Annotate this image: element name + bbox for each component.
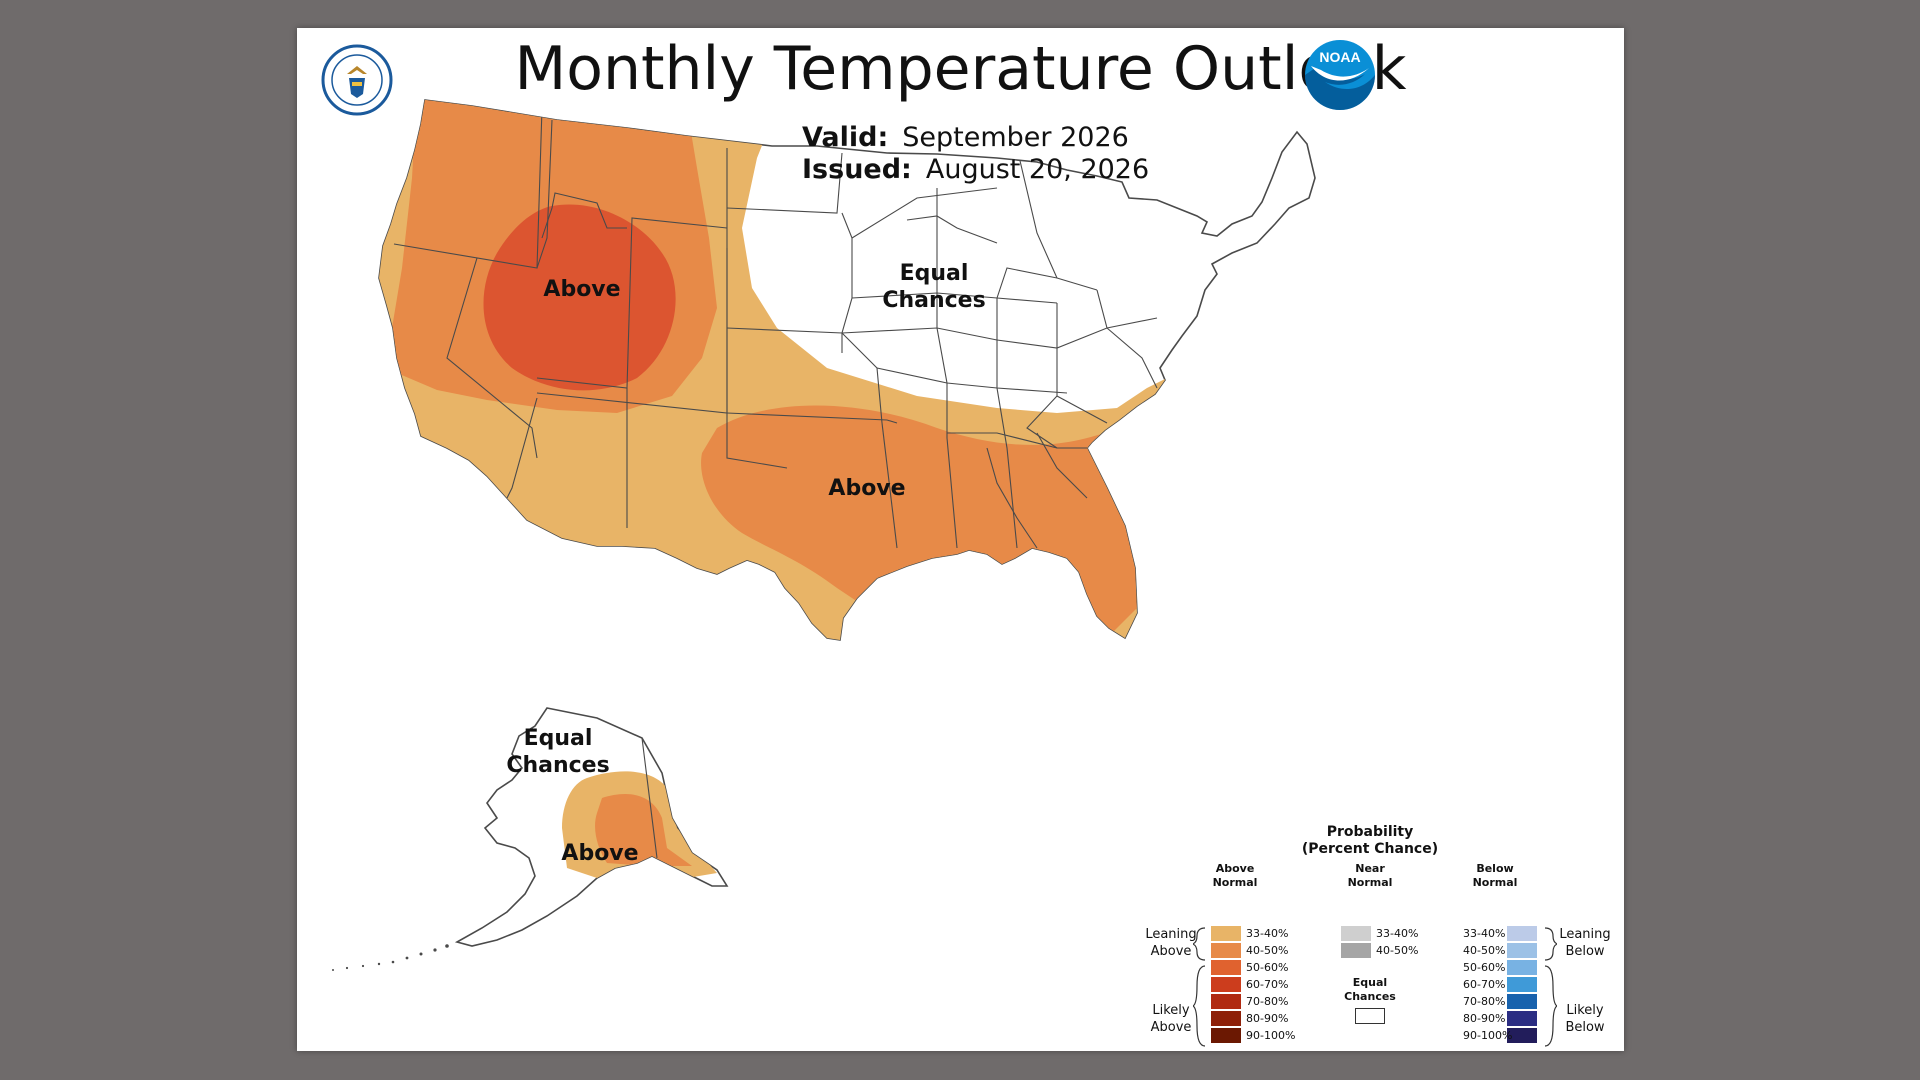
above-swatch: [1211, 943, 1241, 958]
below-swatch: [1507, 943, 1537, 958]
below-swatch: [1507, 994, 1537, 1009]
below-swatch: [1507, 1011, 1537, 1026]
equal-legend-line1: Equal: [1352, 976, 1388, 989]
alaska-above-label: Above: [561, 841, 639, 866]
above-swatch: [1211, 1028, 1241, 1043]
above-swatch: [1211, 926, 1241, 941]
near-header-line1: Near: [1355, 862, 1385, 875]
east-equal-line1: Equal: [899, 261, 969, 286]
likely-below-label: Likely Below: [1555, 1002, 1615, 1036]
equal-chances-legend-label: Equal Chances: [1335, 976, 1405, 1004]
alaska-equal-line1: Equal: [523, 726, 593, 751]
legend-right-brackets: [1544, 927, 1557, 1047]
above-swatch: [1211, 977, 1241, 992]
near-swatch: [1341, 943, 1371, 958]
legend-title-line1: Probability: [1326, 824, 1414, 840]
legend-title-line2: (Percent Chance): [1301, 841, 1439, 857]
below-swatch: [1507, 977, 1537, 992]
outlook-map: [332, 99, 1316, 971]
valid-label: Valid:: [802, 122, 889, 153]
probability-legend: Probability (Percent Chance) Above Norma…: [1145, 824, 1615, 1049]
leaning-above-line1: Leaning: [1145, 927, 1197, 942]
below-swatch: [1507, 960, 1537, 975]
legend-title: Probability (Percent Chance): [1255, 824, 1485, 858]
noaa-logo-icon: NOAA: [1305, 40, 1375, 110]
above-percent-label: 80-90%: [1246, 1012, 1289, 1025]
valid-line: Valid: September 2026: [802, 122, 1129, 153]
below-percent-label: 40-50%: [1463, 944, 1506, 957]
southeast-above-label: Above: [828, 476, 906, 501]
above-swatch: [1211, 994, 1241, 1009]
southeast-above-40-50-area: [701, 405, 1177, 640]
above-percent-label: 70-80%: [1246, 995, 1289, 1008]
likely-below-line2: Below: [1565, 1020, 1605, 1035]
leaning-below-line2: Below: [1565, 944, 1605, 959]
near-header-line2: Normal: [1347, 876, 1393, 889]
likely-above-line2: Above: [1150, 1020, 1192, 1035]
below-normal-header: Below Normal: [1465, 862, 1525, 890]
above-swatch: [1211, 1011, 1241, 1026]
alaska-equal-line2: Chances: [506, 753, 610, 778]
alaska-border: [641, 737, 658, 859]
near-percent-label: 33-40%: [1376, 927, 1419, 940]
above-percent-label: 33-40%: [1246, 927, 1289, 940]
leaning-above-line2: Above: [1150, 944, 1192, 959]
east-equal-chances-label: Equal Chances: [879, 260, 989, 314]
state-borders: [393, 107, 1158, 549]
below-percent-label: 70-80%: [1463, 995, 1506, 1008]
above-header-line2: Normal: [1212, 876, 1258, 889]
below-percent-label: 60-70%: [1463, 978, 1506, 991]
above-percent-label: 50-60%: [1246, 961, 1289, 974]
below-percent-label: 33-40%: [1463, 927, 1506, 940]
below-swatch: [1507, 926, 1537, 941]
leaning-above-label: Leaning Above: [1145, 926, 1197, 960]
equal-chances-swatch: [1355, 1008, 1385, 1024]
likely-below-line1: Likely: [1566, 1003, 1604, 1018]
alaska-equal-chances-label: Equal Chances: [503, 725, 613, 779]
issued-line: Issued: August 20, 2026: [802, 154, 1149, 185]
commerce-seal-icon: [321, 44, 393, 116]
above-swatch: [1211, 960, 1241, 975]
near-normal-header: Near Normal: [1340, 862, 1400, 890]
west-above-50-60-area: [483, 204, 676, 391]
aleutian-islands: [332, 944, 449, 971]
above-percent-label: 40-50%: [1246, 944, 1289, 957]
leaning-below-line1: Leaning: [1559, 927, 1611, 942]
noaa-logo-text: NOAA: [1319, 49, 1360, 65]
above-header-line1: Above: [1215, 862, 1255, 875]
likely-above-line1: Likely: [1152, 1003, 1190, 1018]
below-percent-label: 90-100%: [1463, 1029, 1513, 1042]
valid-value: September 2026: [902, 122, 1129, 153]
map-title: Monthly Temperature Outlook: [514, 34, 1407, 104]
near-percent-label: 40-50%: [1376, 944, 1419, 957]
west-above-label: Above: [543, 277, 621, 302]
equal-legend-line2: Chances: [1344, 990, 1396, 1003]
below-header-line2: Normal: [1472, 876, 1518, 889]
legend-left-brackets: [1193, 927, 1206, 1047]
below-swatch: [1507, 1028, 1537, 1043]
near-swatch: [1341, 926, 1371, 941]
above-percent-label: 90-100%: [1246, 1029, 1296, 1042]
below-percent-label: 80-90%: [1463, 1012, 1506, 1025]
below-header-line1: Below: [1476, 862, 1514, 875]
east-equal-line2: Chances: [882, 288, 986, 313]
issued-label: Issued:: [802, 154, 912, 185]
below-percent-label: 50-60%: [1463, 961, 1506, 974]
above-normal-header: Above Normal: [1205, 862, 1265, 890]
above-percent-label: 60-70%: [1246, 978, 1289, 991]
alaska-above-40-50-area: [595, 794, 692, 866]
outlook-card: Monthly Temperature Outlook Valid: Septem…: [297, 28, 1624, 1051]
likely-above-label: Likely Above: [1145, 1002, 1197, 1036]
leaning-below-label: Leaning Below: [1555, 926, 1615, 960]
issued-value: August 20, 2026: [925, 154, 1150, 185]
